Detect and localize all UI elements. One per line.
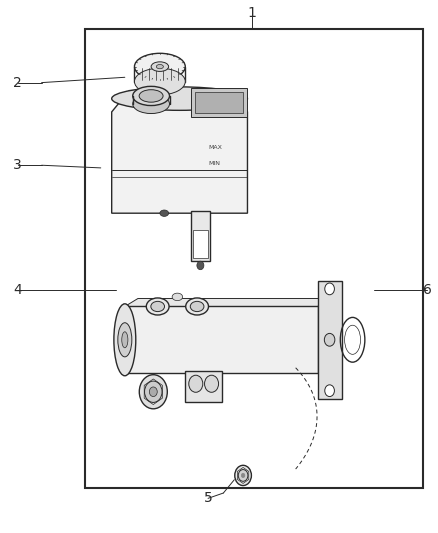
Polygon shape bbox=[125, 298, 331, 306]
Bar bbox=[185, 371, 222, 402]
Ellipse shape bbox=[134, 53, 185, 80]
Ellipse shape bbox=[139, 375, 167, 409]
Polygon shape bbox=[125, 306, 318, 373]
Ellipse shape bbox=[156, 64, 163, 69]
Ellipse shape bbox=[172, 293, 183, 301]
Text: 5: 5 bbox=[204, 491, 212, 505]
Ellipse shape bbox=[114, 304, 136, 376]
Ellipse shape bbox=[151, 301, 165, 312]
Text: 6: 6 bbox=[423, 284, 431, 297]
Ellipse shape bbox=[324, 334, 335, 346]
Ellipse shape bbox=[133, 86, 170, 106]
Ellipse shape bbox=[146, 298, 169, 315]
Bar bbox=[85, 29, 423, 488]
Text: 3: 3 bbox=[13, 158, 22, 172]
Text: MAX: MAX bbox=[208, 145, 222, 150]
Ellipse shape bbox=[151, 62, 169, 71]
Text: 2: 2 bbox=[13, 76, 22, 90]
Ellipse shape bbox=[238, 470, 248, 481]
Text: 1: 1 bbox=[247, 6, 256, 20]
Ellipse shape bbox=[145, 381, 162, 402]
Text: MIN: MIN bbox=[208, 161, 220, 166]
Ellipse shape bbox=[325, 283, 334, 295]
Text: 4: 4 bbox=[13, 284, 22, 297]
Bar bbox=[191, 211, 210, 261]
Ellipse shape bbox=[118, 322, 132, 357]
Bar bbox=[193, 230, 208, 258]
Polygon shape bbox=[112, 91, 247, 213]
Ellipse shape bbox=[235, 465, 251, 486]
Ellipse shape bbox=[189, 375, 203, 392]
Bar bbox=[195, 92, 243, 113]
Ellipse shape bbox=[160, 210, 169, 216]
Ellipse shape bbox=[186, 298, 208, 315]
Ellipse shape bbox=[197, 261, 204, 270]
Ellipse shape bbox=[122, 332, 128, 348]
Ellipse shape bbox=[325, 385, 334, 397]
Ellipse shape bbox=[205, 375, 219, 392]
Ellipse shape bbox=[241, 473, 245, 478]
Ellipse shape bbox=[139, 90, 163, 102]
Ellipse shape bbox=[133, 94, 170, 114]
Bar bbox=[191, 88, 247, 117]
Ellipse shape bbox=[190, 301, 204, 312]
Ellipse shape bbox=[134, 68, 185, 95]
Polygon shape bbox=[318, 281, 342, 399]
Ellipse shape bbox=[112, 87, 247, 110]
Ellipse shape bbox=[149, 387, 157, 397]
